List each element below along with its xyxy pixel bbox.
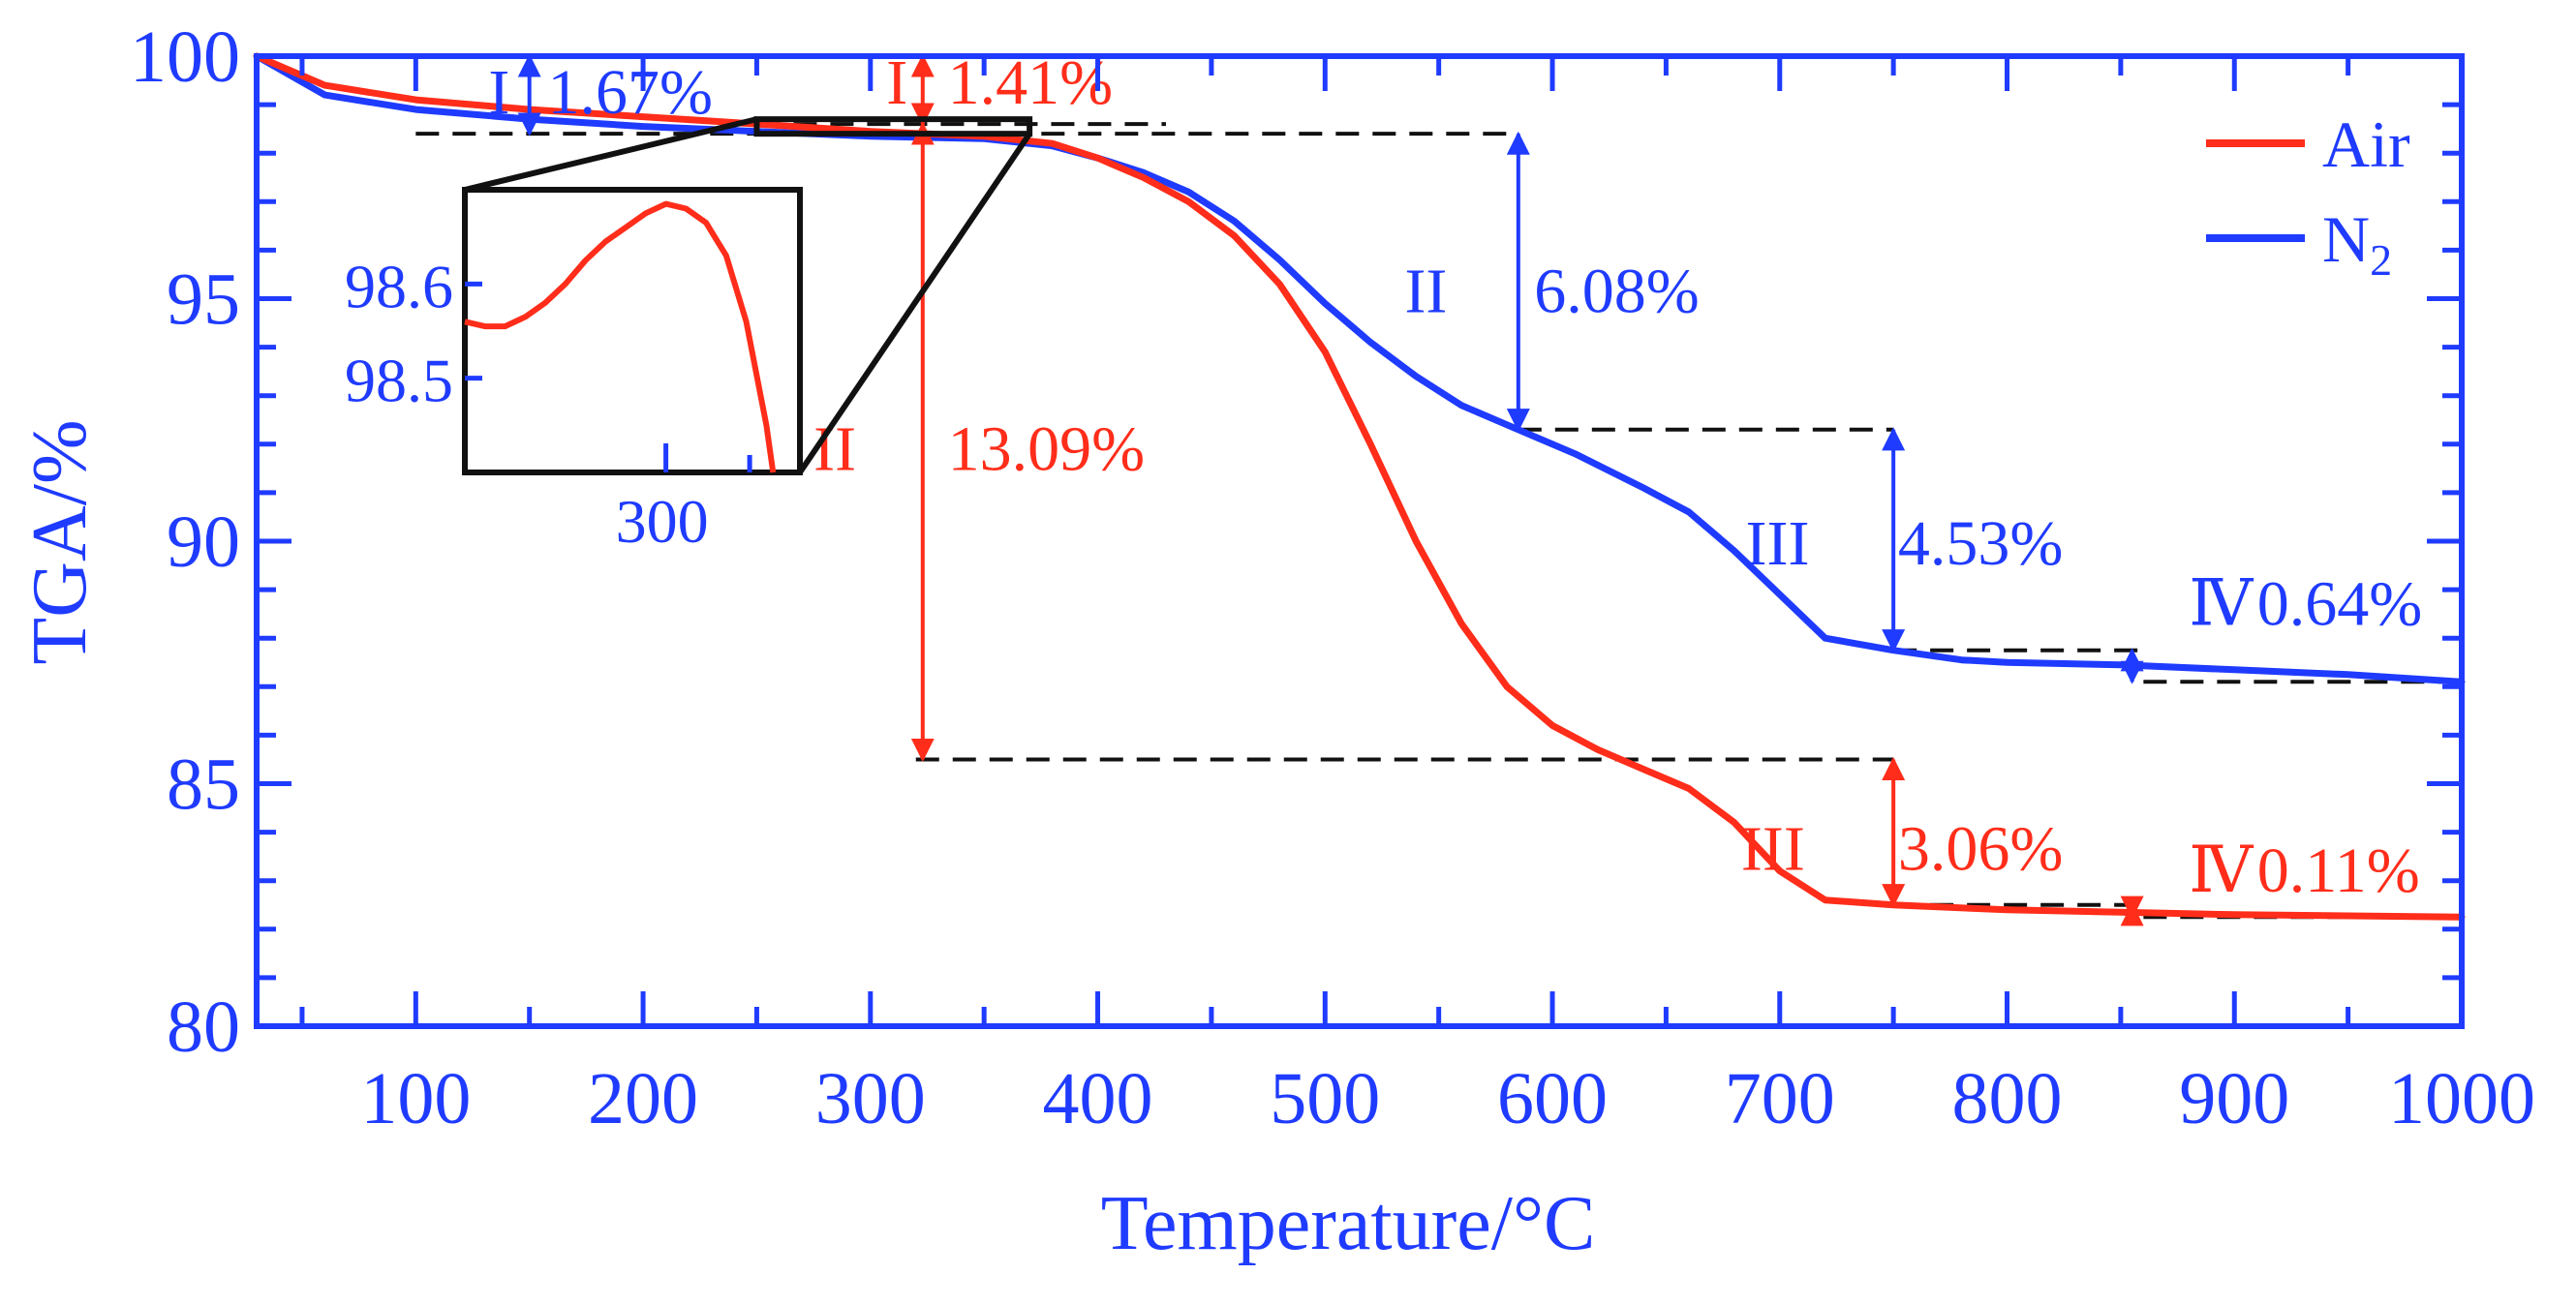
annotation-value: 3.06% [1898, 814, 2063, 885]
annotation-stage: I [488, 57, 509, 128]
annotation-stage: III [1741, 814, 1805, 885]
legend-label: N2 [2322, 202, 2392, 285]
y-tick-label: 80 [167, 986, 240, 1068]
annotations-group: I 1.67% I 1.41%II 13.09%II 6.08%III 4.53%III 3.… [488, 47, 2422, 926]
annotation-value: 1.41% [948, 47, 1113, 118]
annotation-value: 1.67% [547, 57, 712, 128]
series-group [253, 52, 2466, 921]
x-tick-label: 500 [1270, 1058, 1380, 1139]
y-axis-label: TGA/% [17, 419, 103, 664]
annotation-value: 13.09% [948, 413, 1145, 484]
y-tick-label: 100 [130, 16, 240, 98]
zoom-connector [464, 116, 758, 193]
x-tick-label: 300 [815, 1058, 926, 1139]
x-axis-label: Temperature/°C [1101, 1181, 1596, 1266]
annotation-value: 0.11% [2257, 835, 2420, 906]
inset-series-air [464, 200, 777, 473]
x-tick-label: 400 [1043, 1058, 1153, 1139]
legend: Air N2 [2206, 107, 2410, 285]
x-tick-label: 200 [588, 1058, 698, 1139]
annotation-stage: I [886, 47, 907, 118]
annotation-stage: Ⅳ [2189, 569, 2254, 640]
y-tick-label: 95 [167, 259, 240, 341]
series-line-air [253, 52, 2466, 921]
annotation-value: 4.53% [1898, 508, 2063, 579]
annotation-stage: II [1404, 256, 1447, 326]
y-tick-label: 85 [167, 744, 240, 826]
zoom-box [753, 116, 1033, 137]
inset-y-tick-label: 98.5 [345, 347, 453, 415]
x-tick-label: 1000 [2388, 1058, 2535, 1139]
inset-y-tick-label: 98.6 [345, 252, 453, 320]
legend-label: Air [2322, 107, 2410, 181]
y-tick-label: 90 [167, 501, 240, 583]
x-tick-label: 700 [1725, 1058, 1835, 1139]
inset-frame [462, 187, 803, 475]
zoom-connector [797, 132, 1032, 474]
annotation-value: 0.64% [2257, 569, 2422, 640]
x-tick-label: 600 [1497, 1058, 1608, 1139]
annotation-stage: Ⅳ [2189, 835, 2254, 906]
x-tick-label: 900 [2179, 1058, 2289, 1139]
inset-x-tick-label: 300 [616, 487, 709, 556]
x-tick-label: 100 [360, 1058, 471, 1139]
annotation-value: 6.08% [1534, 256, 1699, 326]
axes-group: 100 200 300 400 500 600 700 800 900 1000 80 85 90 95 1… [130, 16, 2535, 1139]
inset-group: 98.6 98.5 300 [345, 116, 1033, 556]
x-tick-label: 800 [1952, 1058, 2063, 1139]
annotation-stage: III [1746, 508, 1810, 579]
